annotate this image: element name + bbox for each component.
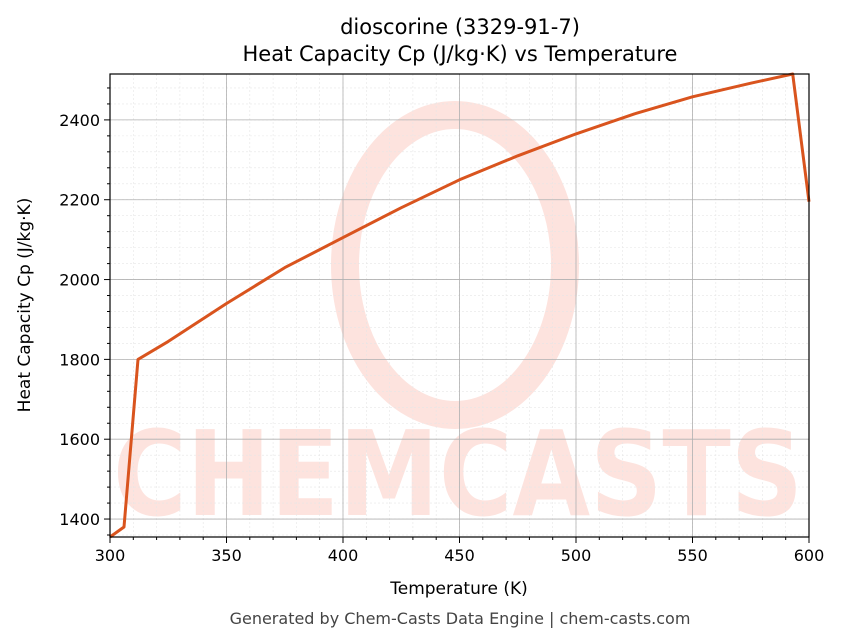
watermark-swirl bbox=[331, 101, 579, 429]
x-axis: 300 350 400 450 500 550 600 bbox=[95, 537, 825, 565]
y-tick-label: 1800 bbox=[59, 350, 100, 369]
y-axis-label: Heat Capacity Cp (J/kg·K) bbox=[15, 198, 35, 413]
x-tick-label: 350 bbox=[211, 546, 242, 565]
x-tick-label: 400 bbox=[328, 546, 359, 565]
chart-subtitle: Heat Capacity Cp (J/kg·K) vs Temperature bbox=[243, 42, 678, 66]
y-tick-label: 1600 bbox=[59, 430, 100, 449]
y-tick-label: 1400 bbox=[59, 510, 100, 529]
x-tick-label: 550 bbox=[677, 546, 708, 565]
x-tick-label: 450 bbox=[444, 546, 475, 565]
y-axis: 1400 1600 1800 2000 2200 2400 bbox=[59, 87, 110, 536]
series-line bbox=[109, 72, 811, 539]
chart-title: dioscorine (3329-91-7) bbox=[340, 15, 580, 39]
y-tick-label: 2400 bbox=[59, 111, 100, 130]
x-tick-label: 500 bbox=[561, 546, 592, 565]
y-tick-label: 2000 bbox=[59, 271, 100, 290]
watermark-text: CHEMCASTS bbox=[113, 405, 803, 543]
x-tick-label: 300 bbox=[95, 546, 126, 565]
footer-credit: Generated by Chem-Casts Data Engine | ch… bbox=[230, 609, 691, 628]
x-axis-label: Temperature (K) bbox=[389, 579, 528, 599]
x-tick-label: 600 bbox=[794, 546, 825, 565]
y-tick-label: 2200 bbox=[59, 191, 100, 210]
watermark: CHEMCASTS bbox=[113, 101, 803, 543]
